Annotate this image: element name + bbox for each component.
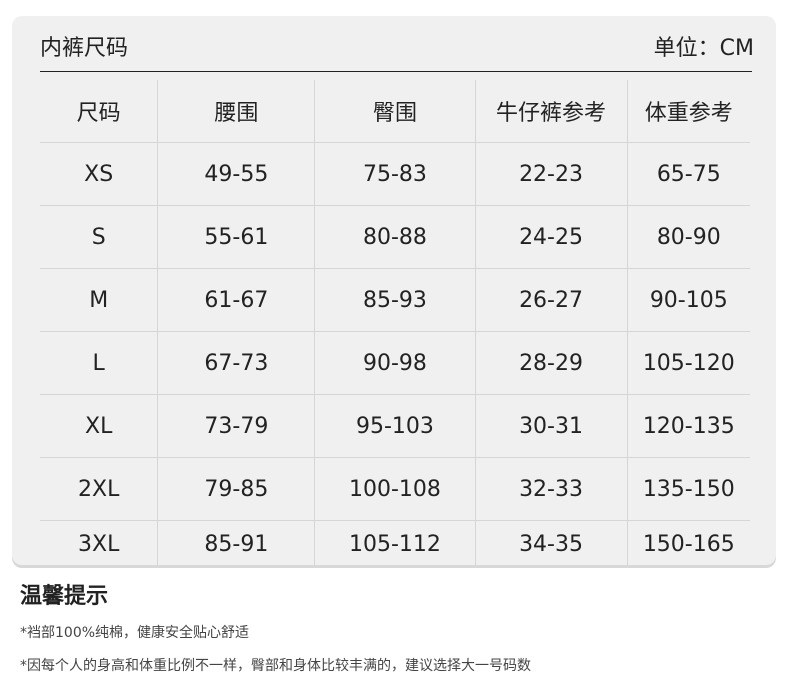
table-cell: 24-25 [475, 205, 628, 269]
table-cell: 85-93 [314, 268, 476, 332]
size-table: 尺码 腰围 臀围 牛仔裤参考 体重参考 XS 49-55 75-83 22-23 65-75 S 5… [40, 80, 750, 567]
unit-label: 单位：CM [653, 36, 754, 61]
table-cell: 90-105 [627, 268, 750, 332]
column-header: 体重参考 [627, 80, 750, 143]
table-cell: 90-98 [314, 331, 476, 395]
table-row: S 55-61 80-88 24-25 80-90 [40, 205, 750, 269]
table-cell: 100-108 [314, 457, 476, 521]
table-cell: 105-120 [627, 331, 750, 395]
column-header: 牛仔裤参考 [475, 80, 628, 143]
table-header-row: 尺码 腰围 臀围 牛仔裤参考 体重参考 [40, 80, 750, 143]
table-cell: 135-150 [627, 457, 750, 521]
table-cell: 105-112 [314, 520, 476, 567]
table-row: 2XL 79-85 100-108 32-33 135-150 [40, 457, 750, 521]
table-cell: 79-85 [157, 457, 316, 521]
table-cell: XS [40, 142, 159, 206]
table-cell: 95-103 [314, 394, 476, 458]
tip-item: *裆部100%纯棉，健康安全贴心舒适 [20, 625, 250, 641]
table-cell: 55-61 [157, 205, 316, 269]
table-row: 3XL 85-91 105-112 34-35 150-165 [40, 520, 750, 567]
table-row: L 67-73 90-98 28-29 105-120 [40, 331, 750, 395]
table-cell: 26-27 [475, 268, 628, 332]
tips-title: 温馨提示 [20, 584, 109, 609]
table-cell: 150-165 [642, 531, 735, 557]
divider [40, 71, 752, 72]
table-cell: 34-35 [475, 520, 628, 567]
table-cell: 61-67 [157, 268, 316, 332]
table-cell: 67-73 [157, 331, 316, 395]
table-cell: S [40, 205, 159, 269]
table-cell: 75-83 [314, 142, 476, 206]
column-header: 腰围 [157, 80, 316, 143]
table-row: XS 49-55 75-83 22-23 65-75 [40, 142, 750, 206]
table-cell: 30-31 [475, 394, 628, 458]
chart-title: 内裤尺码 [40, 36, 129, 61]
table-cell: 3XL [40, 520, 159, 567]
table-cell: 22-23 [475, 142, 628, 206]
table-cell: 120-135 [627, 394, 750, 458]
table-cell: 80-88 [314, 205, 476, 269]
column-header: 臀围 [314, 80, 476, 143]
table-cell: XL [40, 394, 159, 458]
table-cell: 85-91 [157, 520, 316, 567]
table-cell: 65-75 [627, 142, 750, 206]
table-row: M 61-67 85-93 26-27 90-105 [40, 268, 750, 332]
table-cell: 80-90 [627, 205, 750, 269]
column-header: 尺码 [40, 80, 159, 143]
table-cell: 28-29 [475, 331, 628, 395]
table-cell: 32-33 [475, 457, 628, 521]
table-cell: 49-55 [157, 142, 316, 206]
table-cell: 2XL [40, 457, 159, 521]
tip-item: *因每个人的身高和体重比例不一样，臀部和身体比较丰满的，建议选择大一号码数 [20, 658, 531, 674]
table-cell: 73-79 [157, 394, 316, 458]
table-row: XL 73-79 95-103 30-31 120-135 [40, 394, 750, 458]
table-cell: L [40, 331, 159, 395]
table-cell: M [40, 268, 159, 332]
